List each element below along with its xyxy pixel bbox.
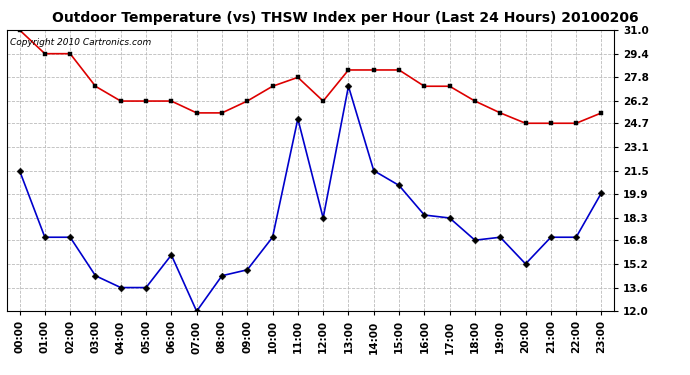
- Text: Outdoor Temperature (vs) THSW Index per Hour (Last 24 Hours) 20100206: Outdoor Temperature (vs) THSW Index per …: [52, 11, 638, 25]
- Text: Copyright 2010 Cartronics.com: Copyright 2010 Cartronics.com: [10, 39, 151, 48]
